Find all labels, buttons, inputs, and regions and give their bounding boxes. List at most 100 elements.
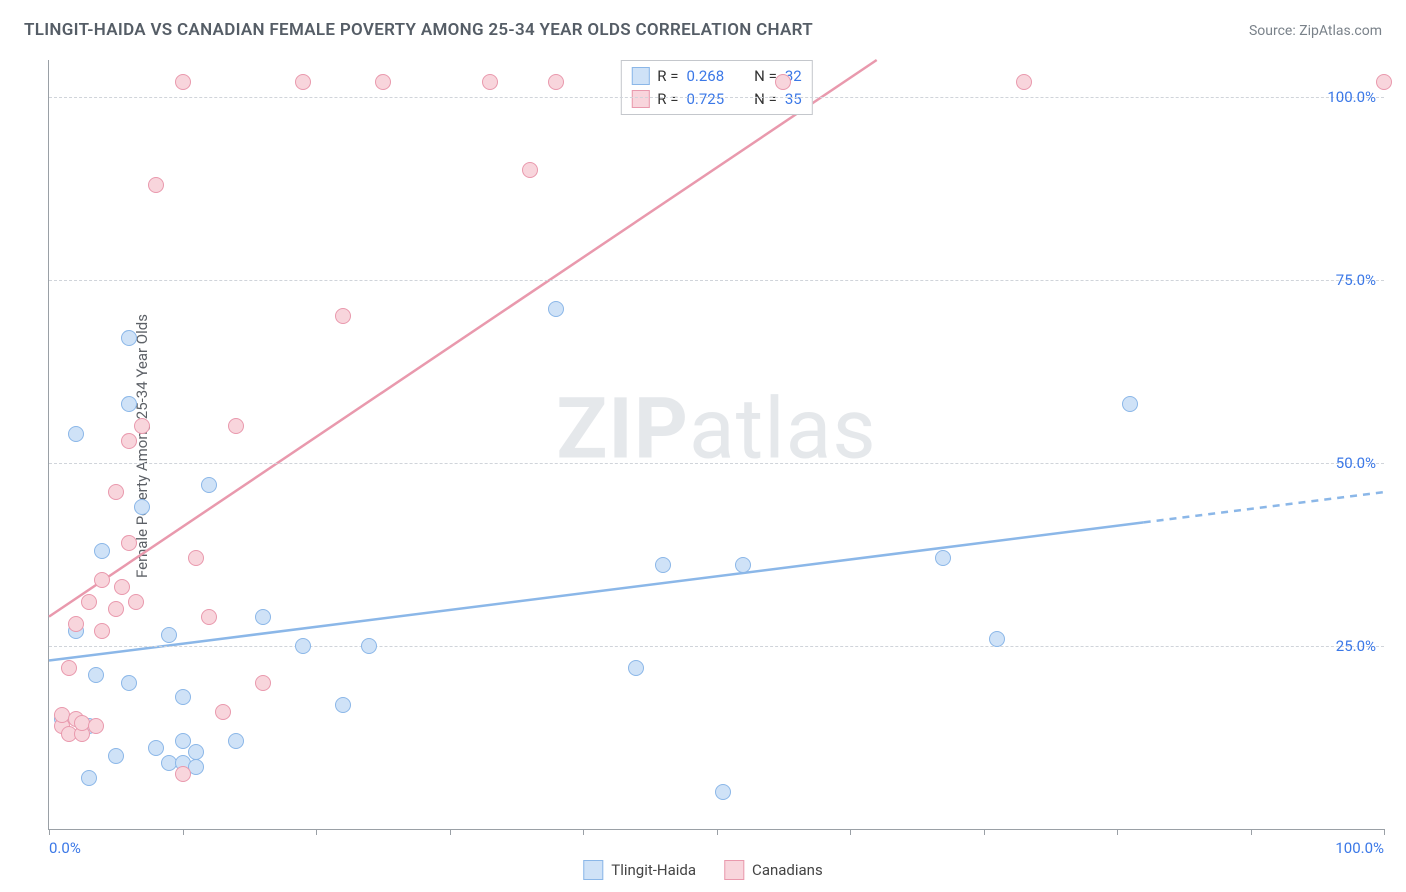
data-point: [1016, 74, 1032, 90]
data-point: [128, 594, 144, 610]
data-point: [255, 609, 271, 625]
data-point: [655, 557, 671, 573]
series-legend: Tlingit-Haida Canadians: [583, 860, 822, 880]
data-point: [295, 74, 311, 90]
gridline: [49, 280, 1384, 281]
data-point: [68, 426, 84, 442]
legend-item: Tlingit-Haida: [583, 860, 696, 880]
data-point: [375, 74, 391, 90]
data-point: [175, 733, 191, 749]
x-tick: [717, 829, 718, 835]
data-point: [114, 579, 130, 595]
data-point: [228, 418, 244, 434]
n-label: N =: [754, 88, 777, 111]
r-value: 0.268: [686, 65, 724, 88]
r-label: R =: [657, 88, 678, 111]
data-point: [188, 550, 204, 566]
r-label: R =: [657, 65, 678, 88]
data-point: [175, 689, 191, 705]
data-point: [188, 744, 204, 760]
gridline: [49, 97, 1384, 98]
x-tick: [1117, 829, 1118, 835]
data-point: [175, 74, 191, 90]
r-value: 0.725: [686, 88, 724, 111]
data-point: [94, 543, 110, 559]
data-point: [775, 74, 791, 90]
data-point: [121, 330, 137, 346]
data-point: [935, 550, 951, 566]
plot-area: ZIPatlas R = 0.268N = 32R = 0.725N = 35 …: [48, 60, 1384, 830]
chart-title: TLINGIT-HAIDA VS CANADIAN FEMALE POVERTY…: [24, 20, 813, 40]
data-point: [295, 638, 311, 654]
data-point: [482, 74, 498, 90]
data-point: [335, 308, 351, 324]
y-tick-label: 50.0%: [1336, 454, 1376, 472]
data-point: [255, 675, 271, 691]
data-point: [1376, 74, 1392, 90]
data-point: [1122, 396, 1138, 412]
x-tick: [49, 829, 50, 835]
x-tick: [984, 829, 985, 835]
data-point: [148, 740, 164, 756]
data-point: [548, 301, 564, 317]
x-max-label: 100.0%: [1335, 839, 1384, 857]
data-point: [215, 704, 231, 720]
data-point: [989, 631, 1005, 647]
data-point: [88, 667, 104, 683]
x-tick: [183, 829, 184, 835]
data-point: [228, 733, 244, 749]
legend-item: Canadians: [724, 860, 823, 880]
x-tick: [1251, 829, 1252, 835]
data-point: [161, 627, 177, 643]
data-point: [335, 697, 351, 713]
x-min-label: 0.0%: [49, 839, 81, 857]
y-tick-label: 100.0%: [1327, 88, 1376, 106]
data-point: [81, 770, 97, 786]
data-point: [108, 484, 124, 500]
data-point: [68, 616, 84, 632]
data-point: [175, 766, 191, 782]
data-point: [134, 418, 150, 434]
legend-label: Canadians: [752, 861, 823, 879]
data-point: [108, 601, 124, 617]
data-point: [148, 177, 164, 193]
n-value: 35: [785, 88, 802, 111]
legend-swatch: [631, 67, 649, 85]
data-point: [134, 499, 150, 515]
chart-source: Source: ZipAtlas.com: [1249, 23, 1382, 39]
data-point: [201, 609, 217, 625]
data-point: [628, 660, 644, 676]
data-point: [94, 572, 110, 588]
x-tick: [850, 829, 851, 835]
gridline: [49, 646, 1384, 647]
data-point: [94, 623, 110, 639]
data-point: [108, 748, 124, 764]
x-tick: [316, 829, 317, 835]
x-tick: [450, 829, 451, 835]
y-tick-label: 75.0%: [1336, 271, 1376, 289]
data-point: [88, 718, 104, 734]
n-label: N =: [754, 65, 777, 88]
x-tick: [1384, 829, 1385, 835]
gridline: [49, 463, 1384, 464]
x-tick: [583, 829, 584, 835]
legend-swatch: [724, 860, 744, 880]
trend-lines: [49, 60, 1384, 829]
data-point: [201, 477, 217, 493]
data-point: [548, 74, 564, 90]
legend-label: Tlingit-Haida: [611, 861, 696, 879]
data-point: [121, 433, 137, 449]
data-point: [61, 660, 77, 676]
data-point: [121, 535, 137, 551]
data-point: [735, 557, 751, 573]
chart-header: TLINGIT-HAIDA VS CANADIAN FEMALE POVERTY…: [24, 20, 1382, 40]
data-point: [81, 594, 97, 610]
data-point: [121, 396, 137, 412]
data-point: [715, 784, 731, 800]
stats-legend-row: R = 0.725 N = 35: [631, 88, 801, 111]
y-tick-label: 25.0%: [1336, 637, 1376, 655]
legend-swatch: [583, 860, 603, 880]
data-point: [361, 638, 377, 654]
data-point: [121, 675, 137, 691]
data-point: [522, 162, 538, 178]
